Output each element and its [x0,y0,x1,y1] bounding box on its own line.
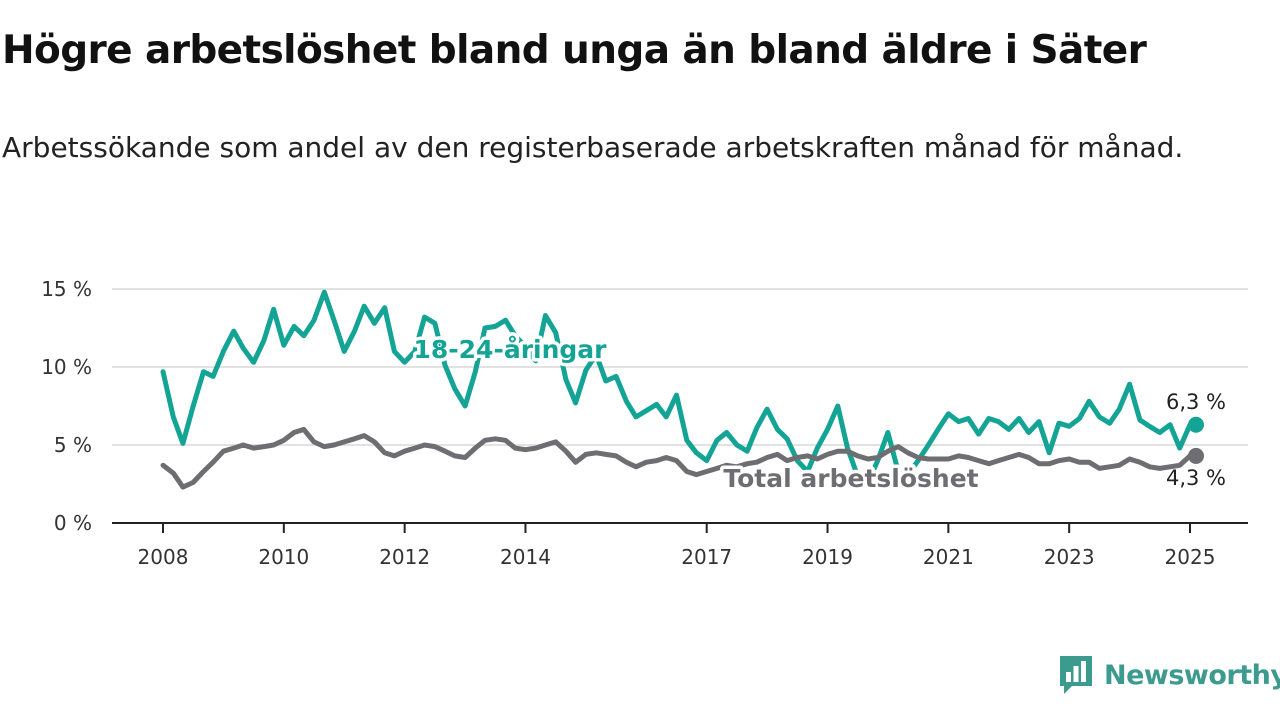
x-tick-label: 2025 [1165,545,1216,569]
axes: 0 % 5 % 10 % 15 % 2008 2010 2012 2014 2017 2019 20… [41,277,1248,569]
newsworthy-chart-bubble-icon [1060,656,1092,694]
end-value-label: 6,3 % [1166,390,1226,414]
y-tick-label: 15 % [41,277,92,301]
chart-title: Högre arbetslöshet bland unga än bland ä… [2,28,1147,73]
series-label-halo: 18-24-åringar [414,335,608,364]
x-tick-label: 2010 [258,545,309,569]
y-tick-label: 0 % [54,511,92,535]
series-label: 18-24-åringar [414,335,608,364]
series-line-0 [160,289,1193,485]
series-lines [160,289,1204,490]
x-tick-label: 2017 [681,545,732,569]
x-tick-label: 2023 [1044,545,1095,569]
series-line-1 [160,426,1193,490]
series-label-halo: Total arbetslöshet [723,464,978,493]
x-tick-label: 2021 [923,545,974,569]
end-value-label: 4,3 % [1166,466,1226,490]
brand-name: Newsworthy [1104,659,1280,691]
series-end-marker-0 [1188,416,1204,433]
y-tick-label: 5 % [54,433,92,457]
y-tick-label: 10 % [41,355,92,379]
x-tick-label: 2008 [138,545,189,569]
gridlines [112,288,1248,446]
brand-logo: Newsworthy [1058,654,1280,696]
x-tick-label: 2012 [379,545,430,569]
x-tick-label: 2014 [500,545,551,569]
x-tick-label: 2019 [802,545,853,569]
series-label: Total arbetslöshet [723,464,978,493]
series-end-marker-1 [1188,447,1204,464]
chart-subtitle: Arbetssökande som andel av den registerb… [2,131,1184,164]
